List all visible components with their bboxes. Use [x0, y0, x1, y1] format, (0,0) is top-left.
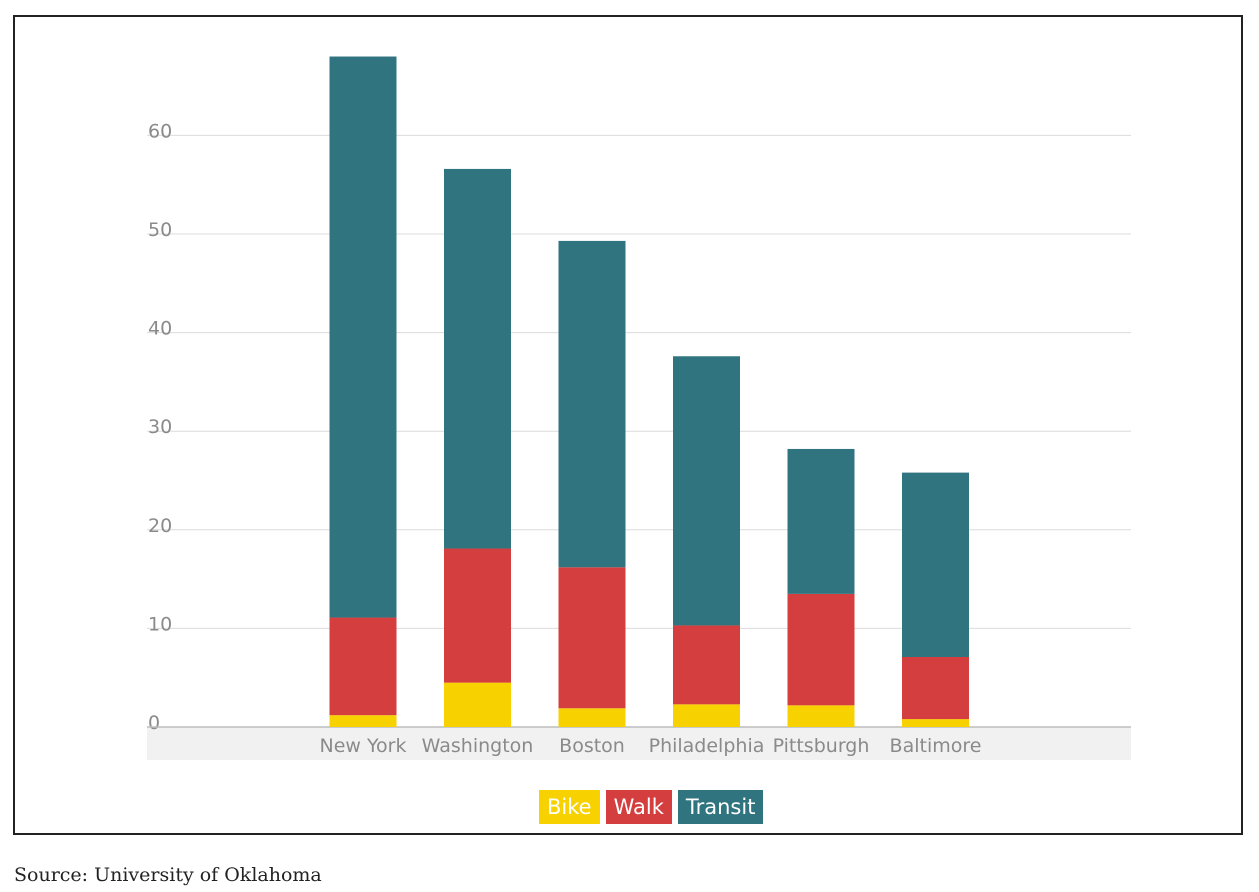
- bar-transit-philadelphia: [673, 356, 740, 626]
- x-tick-label: Philadelphia: [649, 735, 765, 757]
- y-tick-label: 60: [148, 120, 172, 142]
- bar-walk-washington: [444, 548, 511, 683]
- bar-transit-washington: [444, 168, 511, 549]
- x-tick-label: Baltimore: [890, 735, 982, 757]
- legend: Bike Walk Transit: [539, 790, 764, 824]
- bar-walk-baltimore: [902, 656, 969, 720]
- bar-transit-baltimore: [902, 472, 969, 657]
- bar-bike-washington: [444, 682, 511, 727]
- bar-bike-new-york: [329, 715, 397, 727]
- bar-bike-philadelphia: [673, 704, 740, 727]
- legend-item-transit: Transit: [677, 790, 764, 824]
- stacked-bar-chart: 0 10 20 30 40 50 60 New York Washington Boston Phi…: [147, 56, 1131, 760]
- bar-transit-boston: [558, 240, 626, 568]
- bar-transit-new-york: [329, 56, 397, 618]
- y-tick-label: 50: [148, 219, 172, 241]
- bar-transit-pittsburgh: [787, 448, 855, 594]
- x-tick-label: Washington: [422, 735, 534, 757]
- bar-walk-pittsburgh: [787, 593, 855, 706]
- y-tick-label: 10: [148, 613, 172, 635]
- category-band: [147, 727, 1131, 760]
- y-tick-label: 40: [148, 318, 172, 340]
- y-tick-label: 20: [148, 515, 172, 537]
- bar-bike-pittsburgh: [787, 705, 855, 727]
- legend-item-walk: Walk: [605, 790, 672, 824]
- bar-bike-baltimore: [902, 719, 969, 727]
- y-tick-label: 0: [148, 712, 160, 734]
- x-tick-label: Pittsburgh: [773, 735, 870, 757]
- bar-bike-boston: [558, 708, 626, 727]
- bar-walk-boston: [558, 567, 626, 709]
- x-tick-label: Boston: [559, 735, 625, 757]
- x-tick-label: New York: [319, 735, 406, 757]
- bar-walk-new-york: [329, 617, 397, 716]
- chart-frame: 0 10 20 30 40 50 60 New York Washington Boston Phi…: [13, 15, 1243, 835]
- source-note: Source: University of Oklahoma: [14, 864, 322, 886]
- legend-item-bike: Bike: [539, 790, 600, 824]
- y-tick-label: 30: [148, 416, 172, 438]
- bar-walk-philadelphia: [673, 625, 740, 705]
